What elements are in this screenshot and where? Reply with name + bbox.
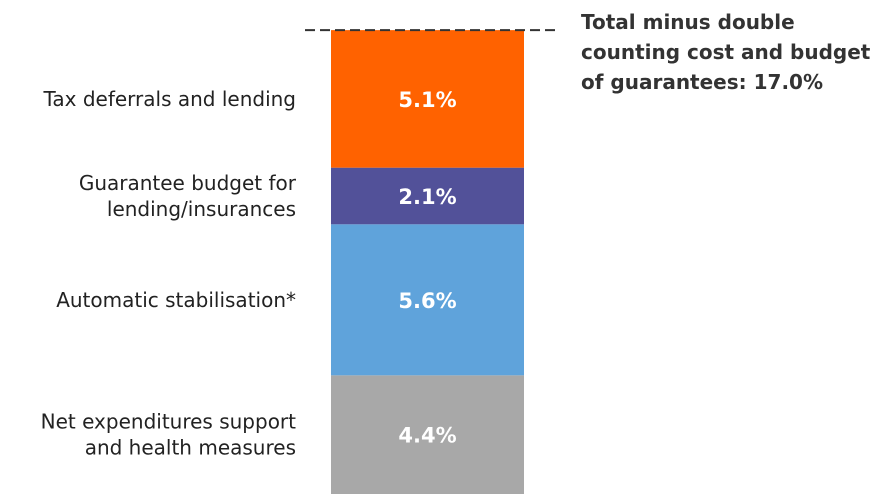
- total-annotation: Total minus double counting cost and budg…: [581, 10, 871, 94]
- bar-segment-0: [331, 375, 524, 494]
- value-labels: 4.4% 5.6% 2.1% 5.1%: [398, 88, 456, 448]
- value-label-1: 5.6%: [398, 289, 456, 313]
- category-label-2: Guarantee budget for lending/insurances: [79, 171, 297, 221]
- category-label-1: Automatic stabilisation*: [56, 288, 296, 312]
- bar-segment-1: [331, 224, 524, 376]
- bar-segments: [331, 30, 524, 494]
- category-label-3: Tax deferrals and lending: [42, 87, 296, 111]
- value-label-0: 4.4%: [398, 424, 456, 448]
- value-label-3: 5.1%: [398, 88, 456, 112]
- bar-segment-3: [331, 30, 524, 168]
- bar-segment-2: [331, 167, 524, 225]
- value-label-2: 2.1%: [398, 185, 456, 209]
- category-labels: Net expenditures support and health measu…: [41, 87, 297, 460]
- category-label-0: Net expenditures support and health measu…: [41, 410, 297, 460]
